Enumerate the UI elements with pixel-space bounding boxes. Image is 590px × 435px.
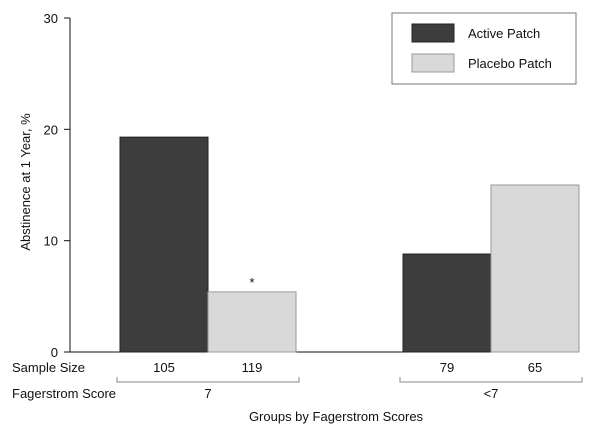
sample-size-value: 119 (242, 360, 263, 375)
legend-swatch-active-patch (411, 23, 455, 43)
legend-label-active-patch: Active Patch (468, 26, 540, 41)
fagerstrom-score-label: Fagerstrom Score (12, 386, 116, 401)
y-axis-title: Abstinence at 1 Year, % (18, 113, 33, 251)
category-label: 7 (204, 386, 211, 401)
y-tick-label: 30 (44, 11, 58, 26)
legend: Active Patch Placebo Patch (391, 12, 577, 85)
legend-swatch-placebo-patch (411, 53, 455, 73)
y-tick-label: 0 (51, 345, 58, 360)
sample-size-label: Sample Size (12, 360, 85, 375)
bar-active-patch-0 (119, 136, 209, 353)
x-axis-title: Groups by Fagerstrom Scores (249, 409, 424, 424)
y-tick-label: 10 (44, 234, 58, 249)
group-bracket (399, 377, 583, 383)
bar-active-patch-1 (402, 253, 492, 353)
significance-marker: * (249, 275, 254, 290)
y-axis-ticks: 0 10 20 30 (44, 11, 70, 360)
annotations-group: * (249, 275, 254, 290)
bar-placebo-patch-0 (207, 291, 297, 353)
sample-size-value: 79 (440, 360, 454, 375)
sample-size-value: 105 (153, 360, 175, 375)
bar-placebo-patch-1 (490, 184, 580, 353)
category-label: <7 (484, 386, 499, 401)
group-brackets: 7 <7 (116, 377, 583, 401)
bars-group (119, 136, 580, 353)
sample-size-values: 105 119 79 65 (153, 360, 542, 375)
group-bracket (116, 377, 300, 383)
y-tick-label: 20 (44, 122, 58, 137)
legend-label-placebo-patch: Placebo Patch (468, 56, 552, 71)
sample-size-value: 65 (528, 360, 542, 375)
